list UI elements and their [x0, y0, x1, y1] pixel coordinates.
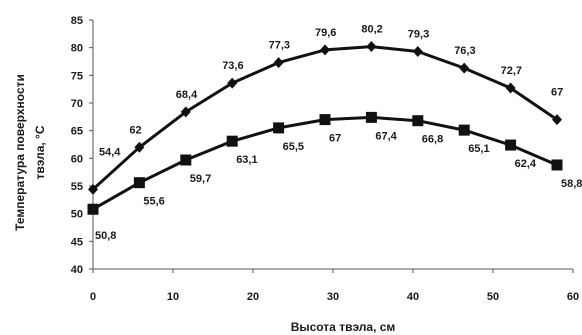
y-tick-label: 55 [71, 181, 83, 193]
data-point-square [412, 115, 424, 127]
data-label: 73,6 [222, 60, 243, 72]
y-tick-label: 50 [71, 209, 83, 221]
data-label: 54,4 [99, 146, 121, 158]
x-tick-label: 10 [167, 291, 179, 303]
data-point-square [319, 114, 331, 126]
data-point-diamond [134, 141, 145, 153]
x-tick-label: 30 [327, 291, 339, 303]
chart-data-labels: 54,4 62 68,4 73,6 77,3 79,6 80,2 79,3 76,3 72,7 67… [95, 24, 582, 243]
data-label: 76,3 [454, 45, 475, 57]
y-tick-label: 45 [71, 236, 83, 248]
data-point-square [133, 177, 145, 189]
data-point-square [180, 154, 192, 166]
data-label: 66,8 [422, 134, 443, 146]
data-point-square [273, 122, 285, 134]
data-label: 62,4 [515, 158, 537, 170]
data-point-square [505, 139, 517, 151]
data-point-diamond [412, 46, 423, 58]
data-label: 67 [551, 87, 563, 99]
data-label: 68,4 [176, 89, 198, 101]
data-label: 79,3 [408, 29, 429, 41]
data-label: 72,7 [501, 65, 522, 77]
y-tick-label: 85 [71, 15, 83, 27]
data-point-square [226, 135, 238, 147]
data-point-diamond [227, 77, 238, 89]
x-tick-label: 40 [407, 291, 419, 303]
data-point-diamond [320, 44, 330, 56]
y-tick-label: 60 [71, 153, 83, 165]
data-label: 62 [129, 124, 141, 136]
x-tick-label: 60 [567, 291, 579, 303]
y-tick-label: 65 [71, 126, 83, 138]
y-tick-label: 80 [71, 43, 83, 55]
data-label: 65,1 [468, 143, 489, 155]
data-point-square [458, 124, 470, 136]
data-label: 80,2 [361, 24, 382, 36]
data-label: 63,1 [236, 154, 257, 166]
data-point-diamond [505, 82, 516, 94]
chart-series [87, 41, 563, 215]
data-label: 79,6 [315, 27, 336, 39]
data-point-square [87, 203, 99, 215]
y-tick-label: 75 [71, 70, 83, 82]
data-label: 65,5 [283, 141, 304, 153]
data-point-square [365, 111, 377, 123]
chart-axes: 40 45 50 55 60 65 70 75 80 85 0 10 20 30 40 50 60 [71, 15, 579, 303]
data-label: 59,7 [190, 173, 211, 185]
data-point-diamond [552, 114, 562, 126]
data-label: 55,6 [143, 196, 164, 208]
data-point-diamond [366, 41, 377, 53]
data-point-diamond [273, 57, 284, 69]
y-axis-title-line-1: Температура поверхности [13, 74, 27, 231]
data-label: 67,4 [375, 130, 397, 142]
data-point-diamond [88, 183, 98, 195]
data-label: 77,3 [269, 40, 290, 52]
data-label: 58,8 [561, 178, 582, 190]
data-point-diamond [459, 62, 470, 74]
data-label: 50,8 [95, 230, 116, 242]
x-tick-label: 0 [90, 291, 96, 303]
x-tick-label: 50 [487, 291, 499, 303]
x-tick-label: 20 [247, 291, 259, 303]
data-point-diamond [180, 106, 191, 118]
data-point-square [551, 159, 563, 171]
y-tick-label: 40 [71, 264, 83, 276]
x-axis-title: Высота твэла, см [291, 320, 396, 334]
y-axis-title-line-2: твэла, °С [33, 125, 47, 179]
y-tick-label: 70 [71, 98, 83, 110]
data-label: 67 [329, 133, 341, 145]
